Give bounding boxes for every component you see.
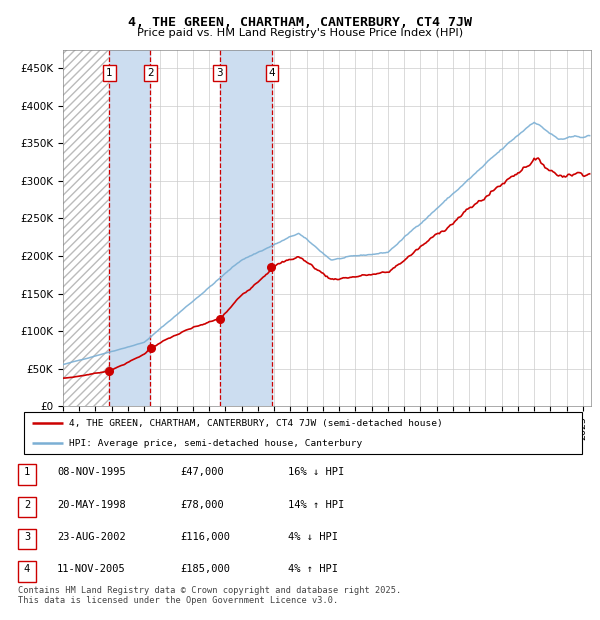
Text: 20-MAY-1998: 20-MAY-1998	[57, 500, 126, 510]
Text: 4: 4	[24, 564, 30, 574]
Text: Contains HM Land Registry data © Crown copyright and database right 2025.
This d: Contains HM Land Registry data © Crown c…	[18, 586, 401, 605]
Text: £78,000: £78,000	[180, 500, 224, 510]
Text: 08-NOV-1995: 08-NOV-1995	[57, 467, 126, 477]
Text: £185,000: £185,000	[180, 564, 230, 574]
Bar	[220, 50, 272, 406]
Text: 3: 3	[217, 68, 223, 78]
Bar	[109, 50, 151, 406]
Text: 16% ↓ HPI: 16% ↓ HPI	[288, 467, 344, 477]
Text: Price paid vs. HM Land Registry's House Price Index (HPI): Price paid vs. HM Land Registry's House …	[137, 28, 463, 38]
Text: 4: 4	[269, 68, 275, 78]
Text: £116,000: £116,000	[180, 532, 230, 542]
Text: 1: 1	[106, 68, 113, 78]
Bar	[63, 50, 109, 406]
Text: 4% ↓ HPI: 4% ↓ HPI	[288, 532, 338, 542]
Text: 2: 2	[147, 68, 154, 78]
Text: 4% ↑ HPI: 4% ↑ HPI	[288, 564, 338, 574]
Text: 11-NOV-2005: 11-NOV-2005	[57, 564, 126, 574]
Text: 4, THE GREEN, CHARTHAM, CANTERBURY, CT4 7JW (semi-detached house): 4, THE GREEN, CHARTHAM, CANTERBURY, CT4 …	[68, 418, 442, 428]
Text: 23-AUG-2002: 23-AUG-2002	[57, 532, 126, 542]
Text: 2: 2	[24, 500, 30, 510]
Text: 1: 1	[24, 467, 30, 477]
Text: 14% ↑ HPI: 14% ↑ HPI	[288, 500, 344, 510]
FancyBboxPatch shape	[24, 412, 582, 454]
Text: £47,000: £47,000	[180, 467, 224, 477]
Text: 3: 3	[24, 532, 30, 542]
Text: 4, THE GREEN, CHARTHAM, CANTERBURY, CT4 7JW: 4, THE GREEN, CHARTHAM, CANTERBURY, CT4 …	[128, 16, 472, 29]
Text: HPI: Average price, semi-detached house, Canterbury: HPI: Average price, semi-detached house,…	[68, 439, 362, 448]
